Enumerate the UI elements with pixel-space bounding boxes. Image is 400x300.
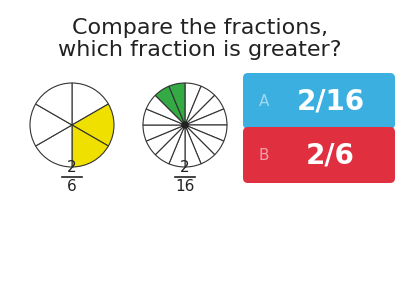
Text: 2/6: 2/6 xyxy=(306,141,355,169)
Wedge shape xyxy=(185,125,227,141)
Text: 2: 2 xyxy=(180,160,190,175)
Wedge shape xyxy=(146,95,185,125)
Text: 6: 6 xyxy=(67,179,77,194)
Wedge shape xyxy=(185,86,215,125)
Wedge shape xyxy=(155,86,185,125)
Wedge shape xyxy=(72,125,108,167)
Text: 2: 2 xyxy=(67,160,77,175)
Text: 16: 16 xyxy=(175,179,195,194)
Text: Compare the fractions,: Compare the fractions, xyxy=(72,18,328,38)
Wedge shape xyxy=(185,83,201,125)
FancyBboxPatch shape xyxy=(243,73,395,129)
Wedge shape xyxy=(185,125,224,155)
Text: 2/16: 2/16 xyxy=(296,87,364,115)
Wedge shape xyxy=(72,83,108,125)
Text: A: A xyxy=(259,94,269,109)
Wedge shape xyxy=(185,125,215,164)
Wedge shape xyxy=(155,125,185,164)
Wedge shape xyxy=(143,109,185,125)
Wedge shape xyxy=(185,109,227,125)
FancyBboxPatch shape xyxy=(243,127,395,183)
Wedge shape xyxy=(143,125,185,141)
Wedge shape xyxy=(185,95,224,125)
Text: B: B xyxy=(259,148,269,163)
Circle shape xyxy=(182,122,188,128)
Wedge shape xyxy=(169,125,185,167)
Wedge shape xyxy=(169,83,185,125)
Wedge shape xyxy=(185,125,201,167)
Wedge shape xyxy=(146,125,185,155)
Wedge shape xyxy=(30,104,72,146)
Wedge shape xyxy=(36,125,72,167)
Text: which fraction is greater?: which fraction is greater? xyxy=(58,40,342,60)
Wedge shape xyxy=(36,83,72,125)
Wedge shape xyxy=(72,104,114,146)
